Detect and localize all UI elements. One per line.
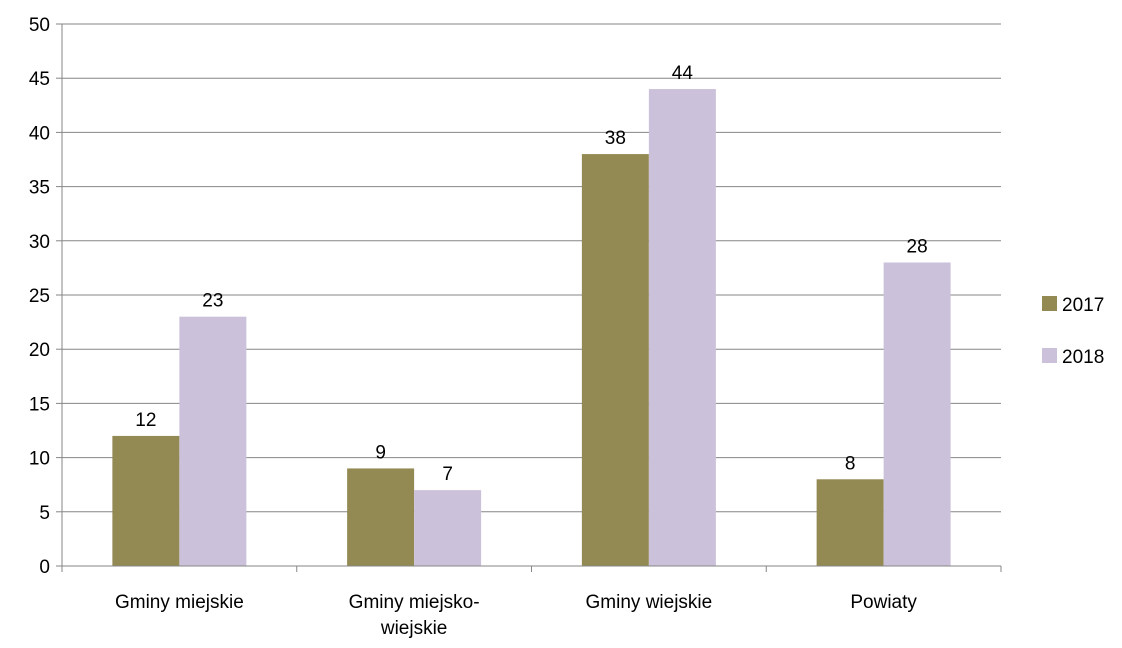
bar-2018 [179, 316, 247, 566]
legend-swatch-2017 [1042, 296, 1057, 311]
bar-2018 [648, 89, 716, 566]
legend-label: 2018 [1062, 347, 1104, 368]
data-label: 8 [845, 453, 856, 474]
legend-swatch-2018 [1042, 348, 1057, 363]
data-label: 12 [135, 410, 156, 431]
bar-2017 [112, 435, 180, 566]
x-category-label: Gminy wiejskie [586, 592, 713, 613]
x-category-label: Gminy miejskie [115, 592, 244, 613]
axes: 0 5 10 15 20 25 30 35 40 45 50 Gminy miejskie Gminy … [29, 15, 1002, 639]
legend-label: 2017 [1062, 295, 1104, 316]
data-label: 9 [375, 442, 386, 463]
data-labels: 12 23 9 7 38 44 8 28 [135, 63, 927, 485]
data-label: 7 [442, 464, 453, 485]
y-tick-label: 10 [29, 449, 50, 470]
y-tick-label: 45 [29, 69, 50, 90]
y-tick-label: 20 [29, 340, 50, 361]
y-tick-label: 50 [29, 15, 50, 36]
y-tick-label: 35 [29, 178, 50, 199]
legend: 2017 2018 [1042, 295, 1104, 368]
data-label: 28 [907, 236, 928, 257]
bar-2017 [581, 154, 649, 566]
bar-2018 [883, 262, 951, 566]
bar-2018 [414, 490, 482, 566]
data-label: 44 [672, 63, 694, 84]
bar-2017 [347, 468, 415, 566]
bar-2017 [816, 479, 884, 566]
y-tick-label: 5 [39, 503, 50, 524]
x-category-label: Gminy miejsko- [349, 592, 480, 613]
y-tick-label: 30 [29, 232, 50, 253]
x-category-label: wiejskie [380, 618, 448, 639]
x-category-label: Powiaty [850, 592, 917, 613]
data-label: 23 [202, 291, 223, 312]
y-tick-label: 0 [39, 557, 50, 578]
data-label: 38 [605, 128, 626, 149]
y-tick-label: 40 [29, 123, 50, 144]
y-tick-label: 15 [29, 394, 50, 415]
bars [112, 89, 951, 566]
y-tick-label: 25 [29, 286, 50, 307]
